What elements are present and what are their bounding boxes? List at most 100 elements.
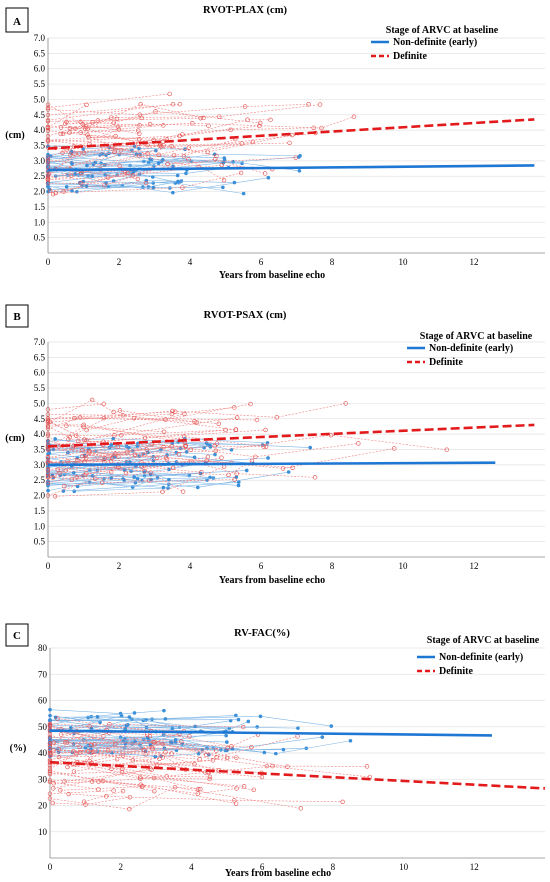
y-tick-label: 3.5 <box>34 141 46 151</box>
trajectory-point <box>71 769 77 774</box>
trajectory-point <box>75 189 79 194</box>
trajectory-point <box>137 774 143 780</box>
trajectory-line <box>47 426 218 448</box>
x-tick-label: 2 <box>117 257 122 267</box>
trajectory-point <box>224 733 228 738</box>
trajectory-point <box>95 118 101 123</box>
x-tick-label: 0 <box>46 561 51 571</box>
trajectory-point <box>195 485 200 490</box>
trajectory-point <box>67 130 72 135</box>
patient-trajectories <box>45 397 449 499</box>
trajectory-point <box>153 754 158 759</box>
trajectory-line <box>73 757 163 772</box>
y-tick-label: 3.5 <box>34 445 46 455</box>
trajectory-point <box>152 164 156 168</box>
trajectory-point <box>147 121 153 127</box>
trajectory-line <box>47 142 290 178</box>
trajectory-line <box>65 111 261 125</box>
trajectory-point <box>114 756 120 762</box>
trajectory-point <box>244 468 249 473</box>
trajectory-point <box>217 114 222 119</box>
trajectory-point <box>45 138 51 143</box>
trajectory-line <box>49 723 184 732</box>
trajectory-line <box>47 466 202 473</box>
trajectory-point <box>45 480 51 485</box>
y-tick-label: 2.0 <box>34 187 46 197</box>
trajectory-point <box>137 131 142 136</box>
trajectory-point <box>306 102 311 107</box>
trajectory-line <box>47 435 78 461</box>
trajectory-point <box>64 740 69 745</box>
trajectory-point <box>78 180 84 186</box>
trajectory-line <box>70 125 260 156</box>
trajectory-point <box>444 447 449 452</box>
trajectory-point <box>148 157 152 161</box>
trajectory-point <box>45 433 51 439</box>
trajectory-point <box>251 787 256 792</box>
x-tick-label: 8 <box>331 862 336 872</box>
trajectory-point <box>319 125 324 131</box>
trajectory-point <box>238 170 244 176</box>
trajectory-line <box>49 725 116 745</box>
trajectory-line <box>61 123 209 128</box>
trajectory-line <box>66 139 154 150</box>
trajectory-point <box>56 747 62 752</box>
definite-trend-line <box>47 118 535 150</box>
trajectory-line <box>47 410 197 438</box>
trajectory-point <box>188 447 194 452</box>
trajectory-line <box>63 157 296 193</box>
trajectory-point <box>281 747 286 752</box>
trajectory-point <box>64 185 69 189</box>
trajectory-line <box>63 125 164 135</box>
trajectory-point <box>214 441 220 446</box>
trajectory-line <box>49 736 298 758</box>
trajectory-point <box>177 101 182 107</box>
x-tick-label: 12 <box>470 862 479 872</box>
trajectory-line <box>47 171 89 177</box>
trajectory-point <box>228 127 233 133</box>
trajectory-point <box>173 738 178 742</box>
trajectory-point <box>311 125 316 130</box>
legend-entry: Definite <box>439 666 473 677</box>
x-tick-label: 8 <box>330 561 335 571</box>
trajectory-point <box>47 757 53 762</box>
trajectory-point <box>81 150 87 155</box>
trajectory-point <box>127 806 132 812</box>
trajectory-point <box>80 122 85 127</box>
y-tick-label: 3.0 <box>34 460 46 470</box>
x-tick-label: 4 <box>189 862 194 872</box>
trajectory-point <box>47 419 53 424</box>
y-tick-label: 10 <box>38 827 48 837</box>
trajectory-line <box>47 471 211 478</box>
trajectory-point <box>241 784 247 789</box>
trajectory-line <box>74 487 169 492</box>
trajectory-point <box>45 119 51 124</box>
trajectory-point <box>111 436 116 441</box>
trajectory-line <box>67 445 232 453</box>
trajectory-point <box>213 156 218 162</box>
trajectory-point <box>53 190 58 196</box>
trajectory-line <box>66 425 165 433</box>
panel-label-box <box>5 304 29 328</box>
trajectory-line <box>84 743 288 768</box>
trajectory-point <box>73 126 78 131</box>
trajectory-line <box>87 134 162 147</box>
trajectory-point <box>95 715 100 719</box>
trajectory-point <box>64 119 69 125</box>
trajectory-point <box>175 173 180 178</box>
y-tick-label: 2.5 <box>34 475 46 485</box>
trajectory-point <box>147 478 152 483</box>
trajectory-point <box>51 447 56 452</box>
trajectory-point <box>233 427 238 432</box>
trajectory-line <box>47 117 201 122</box>
x-tick-label: 8 <box>330 257 335 267</box>
y-tick-label: 70 <box>38 669 48 679</box>
trajectory-point <box>115 444 121 449</box>
y-tick-label: 2.5 <box>34 171 46 181</box>
trajectory-point <box>135 176 140 182</box>
trajectory-point <box>186 157 191 162</box>
trajectory-point <box>62 779 67 784</box>
y-tick-label: 0.5 <box>34 233 46 243</box>
trajectory-point <box>57 470 62 476</box>
y-tick-label: 1.0 <box>34 217 46 227</box>
